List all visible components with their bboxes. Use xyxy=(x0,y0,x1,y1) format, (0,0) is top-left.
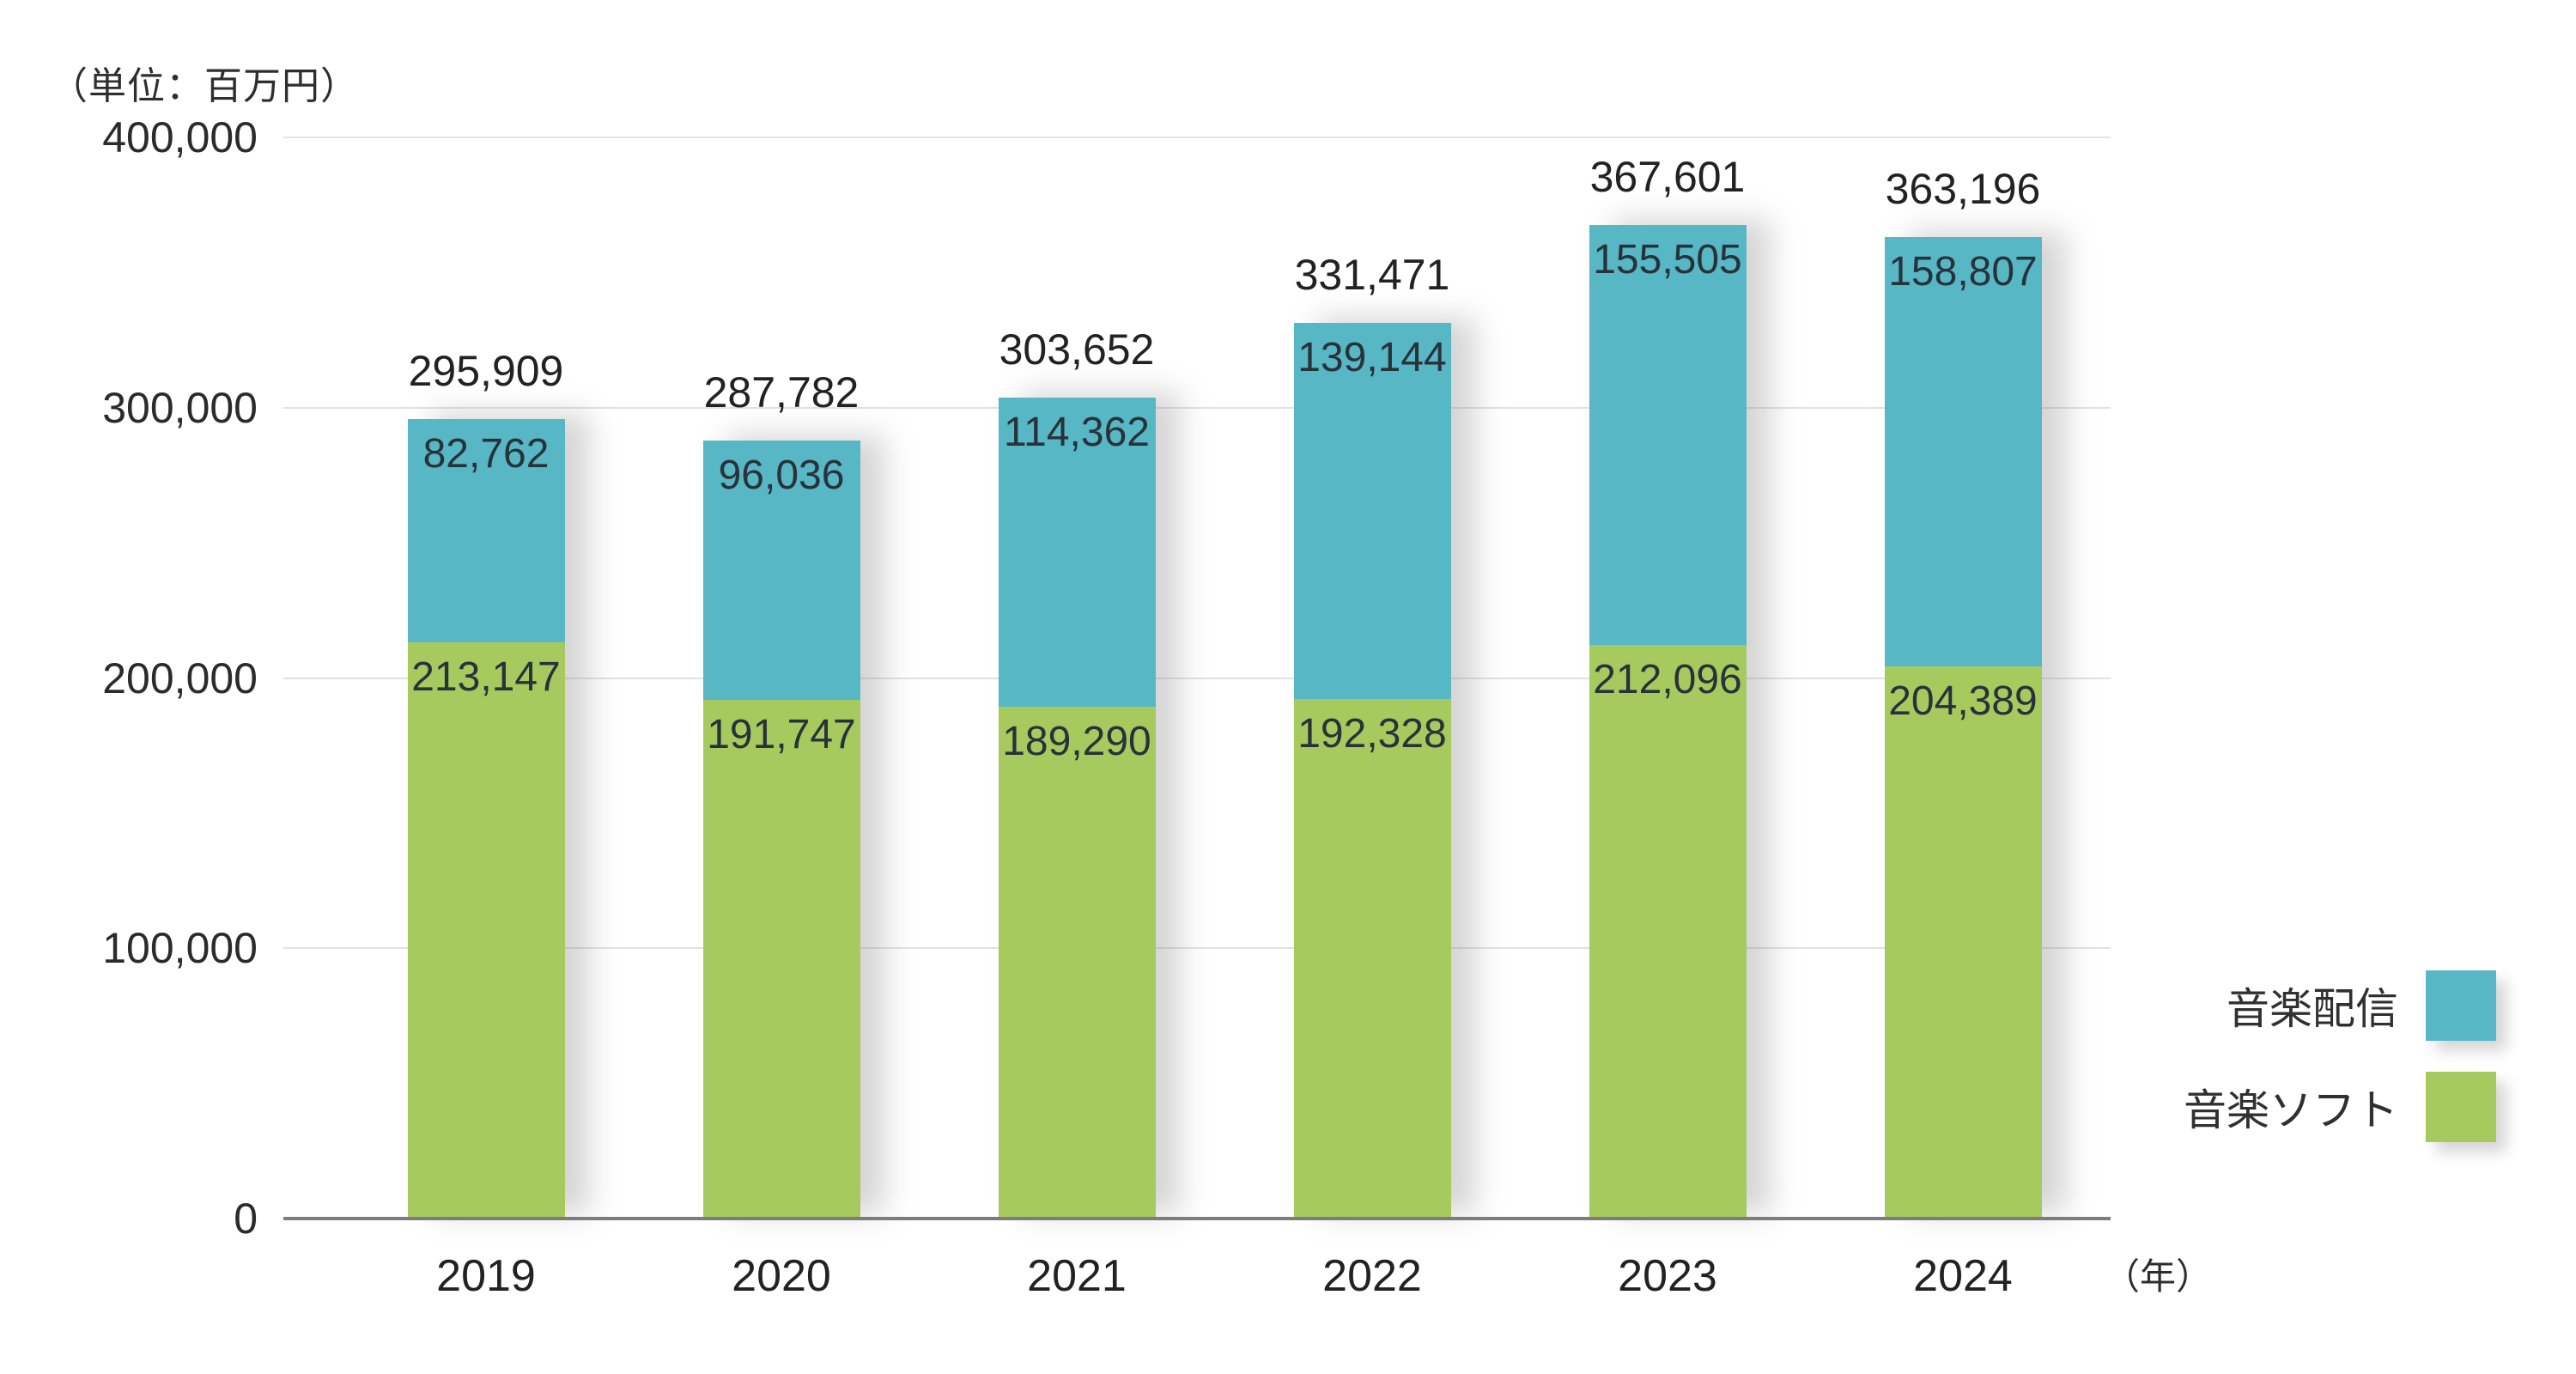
legend-label: 音楽配信 xyxy=(2227,985,2398,1033)
bar-stack-2020: 96,036 191,747 xyxy=(702,441,860,1219)
gridline xyxy=(283,677,2111,679)
segment-value-label: 82,762 xyxy=(422,430,550,477)
bar-total-label: 295,909 xyxy=(408,346,564,395)
x-axis-unit-label: （年） xyxy=(2104,1256,2213,1297)
x-tick-label: 2022 xyxy=(1322,1251,1422,1301)
y-tick-label: 200,000 xyxy=(102,654,258,702)
segment-value-label: 191,747 xyxy=(707,712,856,758)
gridline xyxy=(283,947,2111,950)
segment-value-label: 96,036 xyxy=(718,453,845,499)
segment-value-label: 212,096 xyxy=(1593,657,1742,703)
x-tick-label: 2024 xyxy=(1913,1251,2013,1301)
bar-stack-2022: 139,144 192,328 xyxy=(1293,322,1451,1219)
bar-segment-music-software: 189,290 xyxy=(998,707,1156,1219)
legend-label: 音楽ソフト xyxy=(2184,1086,2398,1134)
bar-total-label: 303,652 xyxy=(999,325,1155,374)
x-tick-label: 2023 xyxy=(1618,1251,1717,1301)
legend-swatch-music-distribution xyxy=(2426,970,2496,1041)
bar-total-label: 331,471 xyxy=(1294,250,1450,299)
segment-value-label: 139,144 xyxy=(1297,334,1447,380)
x-axis-line xyxy=(283,1217,2111,1220)
bar-segment-music-software: 204,389 xyxy=(1884,666,2042,1219)
legend-item-music-software: 音楽ソフト xyxy=(2184,1072,2496,1142)
bar-total-label: 363,196 xyxy=(1885,164,2041,213)
bar-segment-music-distribution: 139,144 xyxy=(1293,322,1451,699)
bar-total-label: 287,782 xyxy=(703,368,860,417)
bar-total-label: 367,601 xyxy=(1589,152,1746,201)
legend: 音楽配信音楽ソフト xyxy=(2184,970,2496,1142)
y-axis-unit-label: （単位：百万円） xyxy=(50,65,359,107)
y-tick-label: 0 xyxy=(234,1195,258,1243)
bar-stack-2019: 82,762 213,147 xyxy=(407,418,565,1219)
segment-value-label: 192,328 xyxy=(1297,710,1447,757)
bar-segment-music-distribution: 82,762 xyxy=(407,418,565,643)
bar-stack-2024: 158,807 204,389 xyxy=(1884,236,2042,1219)
bar-segment-music-distribution: 158,807 xyxy=(1884,236,2042,666)
x-tick-label: 2020 xyxy=(732,1251,831,1301)
bar-segment-music-distribution: 155,505 xyxy=(1589,224,1747,646)
bar-segment-music-software: 192,328 xyxy=(1293,698,1451,1219)
bar-stack-2021: 114,362 189,290 xyxy=(998,398,1156,1219)
y-tick-label: 300,000 xyxy=(102,383,258,432)
segment-value-label: 189,290 xyxy=(1002,719,1151,765)
gridline xyxy=(283,406,2111,409)
bar-segment-music-distribution: 114,362 xyxy=(998,398,1156,708)
y-tick-label: 100,000 xyxy=(102,924,258,973)
y-tick-label: 400,000 xyxy=(102,113,258,161)
x-tick-label: 2019 xyxy=(436,1251,536,1301)
segment-value-label: 158,807 xyxy=(1888,248,2038,295)
bar-segment-music-software: 212,096 xyxy=(1589,645,1747,1219)
legend-item-music-distribution: 音楽配信 xyxy=(2227,970,2496,1041)
segment-value-label: 213,147 xyxy=(411,654,561,701)
segment-value-label: 204,389 xyxy=(1888,678,2038,724)
legend-swatch-music-software xyxy=(2426,1072,2496,1142)
bar-stack-2023: 155,505 212,096 xyxy=(1589,224,1747,1219)
bar-segment-music-distribution: 96,036 xyxy=(702,441,860,701)
segment-value-label: 114,362 xyxy=(1004,410,1150,456)
segment-value-label: 155,505 xyxy=(1593,236,1742,283)
gridline xyxy=(283,137,2111,138)
bar-segment-music-software: 213,147 xyxy=(407,642,565,1219)
bar-segment-music-software: 191,747 xyxy=(702,700,860,1219)
x-tick-label: 2021 xyxy=(1027,1251,1127,1301)
